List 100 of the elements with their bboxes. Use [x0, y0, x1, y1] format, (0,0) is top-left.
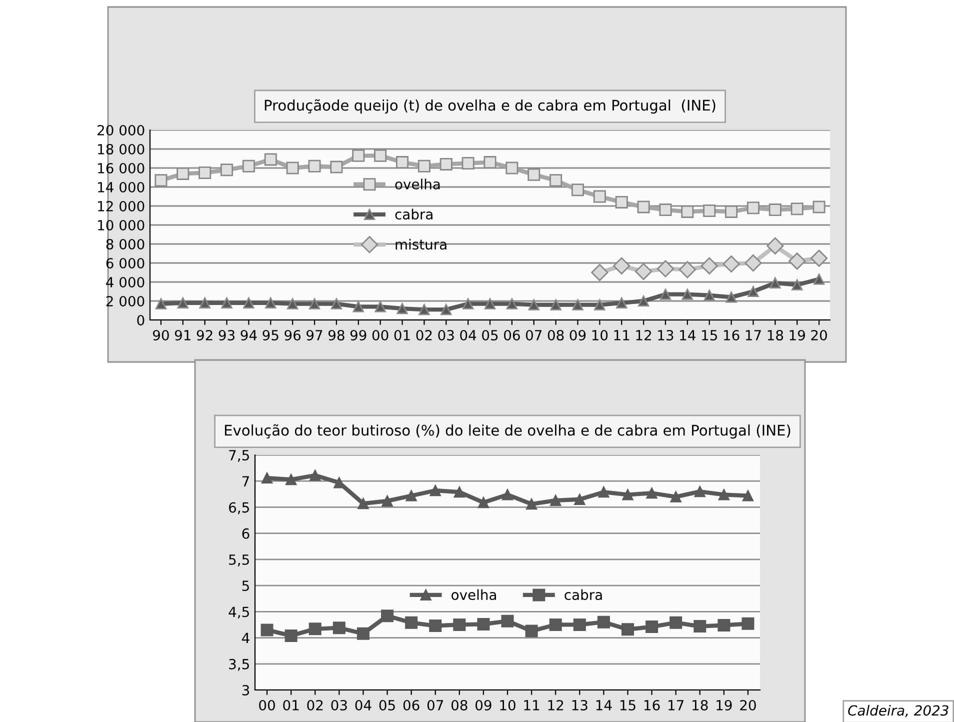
point [637, 200, 650, 214]
chart-title: Evolução do teor butiroso (%) do leite de ovelha e de cabra em Portugal (INE) [224, 424, 790, 439]
x-tick-label: 10 [592, 330, 608, 340]
point [462, 298, 474, 310]
point [440, 158, 452, 170]
point [261, 472, 273, 484]
point [613, 257, 630, 274]
legend-label: mistura [396, 238, 446, 250]
x-tick-label: 18 [768, 330, 784, 340]
point [265, 297, 276, 308]
point [813, 274, 825, 285]
point [484, 298, 496, 310]
point [638, 295, 650, 307]
x-tick-label: 20 [740, 700, 756, 710]
point [454, 486, 465, 498]
point [718, 489, 730, 500]
x-tick-label: 03 [331, 700, 347, 710]
point [742, 617, 754, 630]
point [430, 484, 441, 496]
x-tick-label: 93 [218, 330, 234, 340]
point [352, 149, 365, 162]
y-tick-label: 3,5 [229, 658, 249, 671]
point [681, 205, 694, 218]
point [525, 624, 538, 638]
point [286, 162, 299, 174]
point [418, 304, 430, 316]
point [330, 298, 342, 310]
y-tick-label: 6 000 [106, 258, 144, 268]
point [810, 250, 828, 267]
point [374, 149, 387, 162]
y-tick-label: 4 [242, 632, 250, 644]
x-tick-label: 00 [259, 700, 275, 710]
point [660, 288, 672, 300]
point [722, 255, 740, 272]
point [571, 184, 584, 196]
point [550, 299, 562, 310]
point [621, 623, 634, 636]
x-tick-label: 00 [372, 330, 388, 340]
point [526, 498, 538, 510]
legend-label: cabra [564, 589, 602, 600]
point [694, 620, 706, 633]
x-tick-label: 16 [724, 330, 740, 340]
x-tick-label: 19 [716, 700, 732, 710]
x-tick-label: 97 [306, 330, 322, 340]
x-tick-label: 07 [427, 700, 444, 710]
x-tick-label: 13 [658, 330, 674, 340]
point [770, 277, 781, 289]
x-tick-label: 06 [403, 700, 420, 710]
point [220, 164, 234, 176]
point [792, 279, 803, 290]
x-tick-label: 02 [416, 330, 432, 340]
y-tick-label: 16 000 [98, 162, 144, 174]
x-tick-label: 11 [524, 700, 540, 710]
point [634, 263, 652, 280]
point [744, 254, 762, 272]
x-tick-label: 94 [240, 330, 257, 340]
y-tick-label: 5,5 [229, 554, 249, 566]
x-tick-label: 15 [702, 330, 717, 340]
y-tick-label: 14 000 [98, 182, 144, 192]
x-tick-label: 11 [614, 330, 630, 340]
x-tick-label: 05 [482, 330, 498, 340]
point [176, 167, 190, 180]
x-tick-label: 05 [379, 700, 395, 710]
y-tick-label: 4,5 [228, 606, 249, 619]
point [704, 290, 715, 301]
y-tick-label: 6,5 [229, 502, 249, 514]
y-tick-label: 20 000 [98, 124, 144, 136]
x-tick-label: 17 [746, 330, 761, 340]
point [199, 297, 210, 308]
x-tick-label: 12 [636, 330, 651, 340]
legend-label: cabra [395, 208, 432, 220]
x-tick-label: 09 [476, 700, 492, 710]
point [598, 486, 610, 498]
point [597, 616, 610, 628]
y-tick-label: 2 000 [106, 296, 144, 306]
point [646, 488, 658, 499]
x-tick-label: 04 [460, 330, 476, 340]
x-tick-label: 15 [620, 700, 636, 710]
point [678, 261, 696, 278]
legend-label: ovelha [395, 178, 440, 190]
x-tick-label: 17 [668, 700, 684, 710]
point [591, 264, 608, 282]
point [381, 610, 394, 622]
point [310, 470, 321, 481]
point [308, 298, 320, 310]
x-tick-label: 99 [350, 330, 366, 340]
x-tick-label: 95 [262, 330, 278, 340]
y-tick-label: 7,5 [229, 450, 249, 462]
x-tick-label: 16 [644, 700, 660, 710]
y-tick-label: 3 [242, 684, 250, 696]
point [506, 162, 518, 174]
point [594, 299, 606, 310]
x-tick-label: 12 [548, 700, 564, 710]
point [198, 166, 212, 179]
point [308, 622, 322, 636]
point [330, 160, 343, 174]
point [243, 297, 254, 308]
point [177, 297, 188, 308]
point [694, 486, 706, 498]
point [453, 618, 466, 631]
